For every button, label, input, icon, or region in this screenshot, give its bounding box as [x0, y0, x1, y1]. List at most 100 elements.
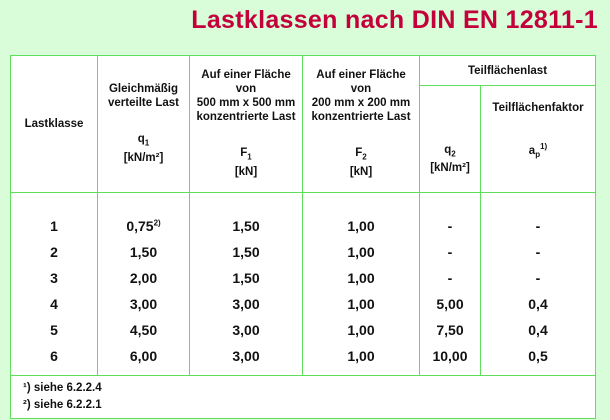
cell-value: 1	[50, 218, 58, 234]
cell-f2: 1,00	[302, 239, 420, 265]
cell-f2: 1,00	[302, 317, 420, 343]
page-title: Lastklassen nach DIN EN 12811-1	[191, 6, 598, 34]
cell-value: 2	[50, 244, 58, 260]
cell-value: 5	[50, 322, 58, 338]
q2-symbol: q	[444, 143, 452, 156]
header-teilflaechenlast: Teilflächenlast	[418, 55, 597, 86]
f2-sub: 2	[362, 152, 367, 162]
cell-f1: 3,00	[189, 317, 303, 343]
cell-value: 1,50	[232, 270, 260, 286]
cell-ap: -	[479, 239, 597, 265]
cell-q2: -	[419, 265, 481, 291]
header-q1: Gleichmäßig verteilte Last q1 [kN/m²]	[97, 55, 190, 193]
cell-value: 7,50	[436, 322, 464, 338]
table-row: 4 3,00 3,00 1,00 5,00 0,4	[10, 291, 597, 317]
table-row: 5 4,50 3,00 1,00 7,50 0,4	[10, 317, 597, 343]
cell-ap: 0,4	[479, 317, 597, 343]
cell-f1: 3,00	[189, 291, 303, 317]
f1-unit: [kN]	[234, 165, 258, 178]
cell-value: 1,00	[347, 270, 375, 286]
cell-k: 1	[10, 192, 98, 239]
f2-unit: [kN]	[349, 165, 373, 178]
cell-value: -	[535, 218, 541, 234]
cell-value: 1,00	[347, 244, 375, 260]
cell-value: 1,50	[232, 244, 260, 260]
cell-value: -	[535, 244, 541, 260]
cell-value: 3,00	[232, 296, 260, 312]
cell-k: 6	[10, 343, 98, 376]
cell-ap: -	[479, 192, 597, 239]
cell-value: 1,50	[232, 218, 260, 234]
f1-line: 500 mm x 500 mm	[196, 97, 296, 110]
f2-line: von	[350, 83, 372, 96]
f1-line: von	[235, 83, 257, 96]
cell-value: 3,00	[232, 322, 260, 338]
q1-sub: 1	[144, 138, 150, 148]
f1-line: Auf einer Fläche	[201, 69, 291, 82]
cell-q2: -	[419, 239, 481, 265]
cell-value: 1,00	[347, 296, 375, 312]
cell-k: 2	[10, 239, 98, 265]
cell-q2: 5,00	[419, 291, 481, 317]
cell-value: 0,4	[528, 296, 548, 312]
cell-value: 3	[50, 270, 58, 286]
cell-value: 5,00	[436, 296, 464, 312]
cell-f2: 1,00	[302, 192, 420, 239]
f2-symbol: F	[355, 147, 363, 160]
cell-value: 6,00	[129, 348, 158, 364]
q2-unit: [kN/m²]	[430, 162, 470, 175]
ap-sup: 1)	[540, 141, 548, 151]
cell-q2: -	[419, 192, 481, 239]
cell-ap: 0,4	[479, 291, 597, 317]
cell-f2: 1,00	[302, 343, 420, 376]
cell-value: -	[535, 270, 541, 286]
cell-ap: -	[479, 265, 597, 291]
cell-value: -	[447, 218, 453, 234]
q1-symbol: q	[137, 133, 145, 146]
cell-value: 4,50	[129, 322, 158, 338]
cell-f1: 1,50	[189, 265, 303, 291]
ap-sub: p	[535, 150, 541, 160]
cell-f1: 1,50	[189, 192, 303, 239]
cell-f2: 1,00	[302, 265, 420, 291]
cell-k: 5	[10, 317, 98, 343]
cell-value: 1,00	[347, 218, 375, 234]
cell-k: 3	[10, 265, 98, 291]
cell-q1: 3,00	[97, 291, 190, 317]
cell-ap: 0,5	[479, 343, 597, 376]
q1-unit: [kN/m²]	[123, 151, 164, 164]
cell-value: -	[447, 244, 453, 260]
cell-value: 0,5	[528, 348, 548, 364]
cell-value: 0,4	[528, 322, 548, 338]
cell-q1: 2,00	[97, 265, 190, 291]
header-lastklasse: Lastklasse	[10, 55, 98, 193]
header-q2: q2 [kN/m²]	[419, 85, 481, 193]
f2-line: Auf einer Fläche	[316, 69, 406, 82]
cell-k: 4	[10, 291, 98, 317]
cell-value: 10,00	[432, 348, 468, 364]
cell-value: 3,00	[232, 348, 260, 364]
f1-sub: 1	[247, 152, 252, 162]
q2-sub: 2	[451, 149, 456, 159]
f1-line: konzentrierte Last	[196, 111, 296, 124]
cell-q2: 10,00	[419, 343, 481, 376]
cell-value: 4	[50, 296, 58, 312]
cell-value: 6	[50, 348, 58, 364]
cell-value: -	[447, 270, 453, 286]
cell-value: 2,00	[129, 270, 158, 286]
table-row: 2 1,50 1,50 1,00 - -	[10, 239, 597, 265]
header-ap: Teilflächenfaktor ap1)	[479, 85, 597, 193]
cell-q1: 0,752)	[97, 192, 190, 239]
footnotes: ¹) siehe 6.2.2.4 ²) siehe 6.2.2.1	[9, 375, 597, 419]
cell-value: 1,50	[129, 244, 158, 260]
cell-f1: 1,50	[189, 239, 303, 265]
f2-line: 200 mm x 200 mm	[311, 97, 411, 110]
table-row: 1 0,752) 1,50 1,00 - -	[10, 192, 597, 239]
cell-value: 0,75	[126, 218, 154, 234]
cell-q2: 7,50	[419, 317, 481, 343]
header-q1-desc: Gleichmäßig verteilte Last	[108, 83, 179, 110]
ap-symbol: a	[528, 144, 536, 157]
footnote: ²) siehe 6.2.2.1	[23, 399, 102, 411]
cell-q1: 6,00	[97, 343, 190, 376]
cell-value: 1,00	[347, 348, 375, 364]
